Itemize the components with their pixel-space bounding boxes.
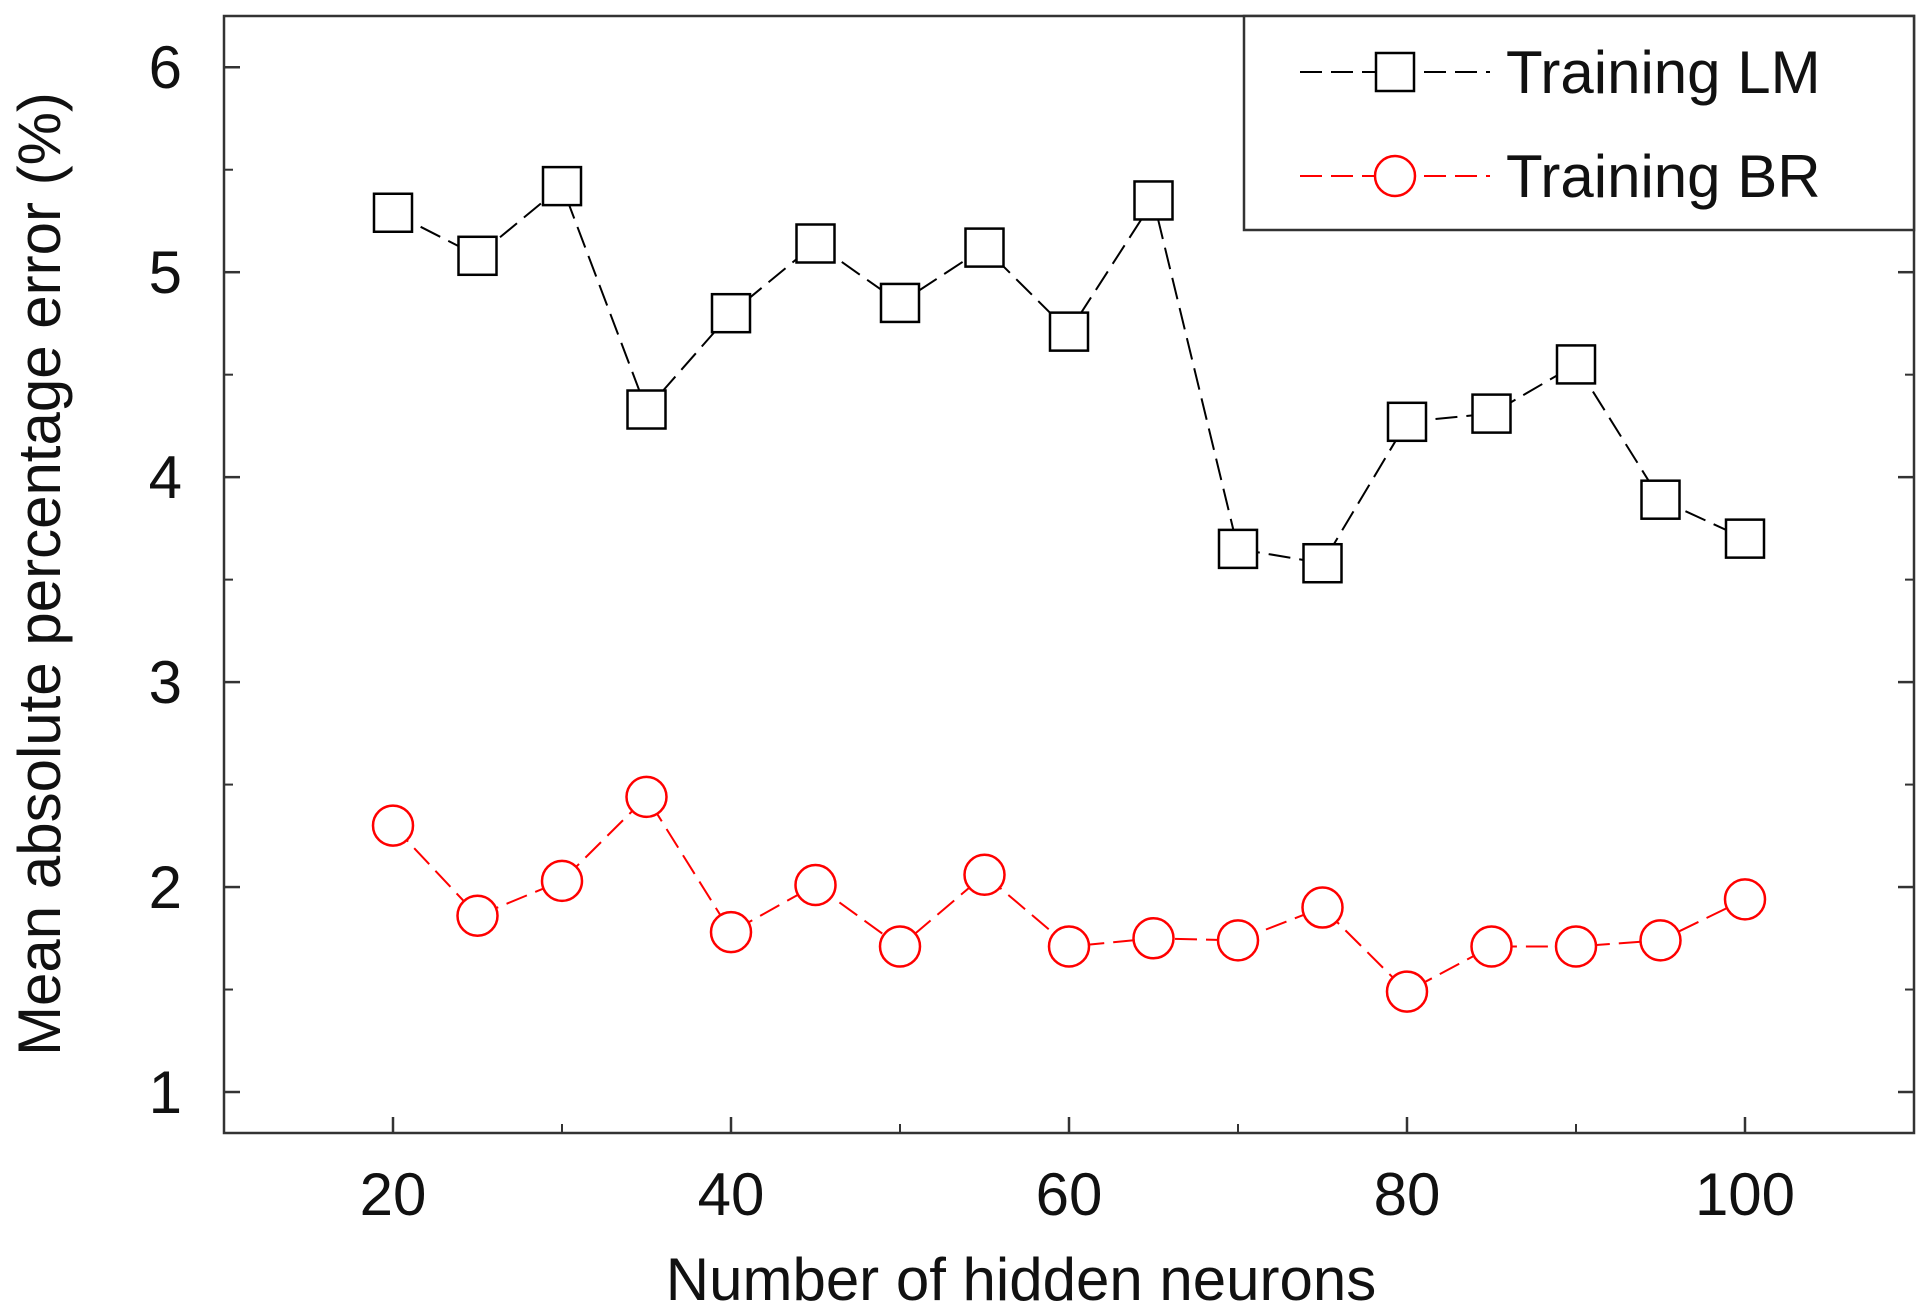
legend-label: Training LM: [1506, 39, 1821, 106]
data-point: [963, 853, 1006, 897]
legend-entry: Training LM: [1300, 39, 1821, 106]
data-point: [625, 775, 668, 819]
data-point: [1555, 344, 1597, 385]
data-point: [1385, 970, 1429, 1013]
y-tick-label: 2: [149, 854, 182, 921]
data-point: [541, 165, 583, 207]
y-tick-label: 4: [149, 444, 182, 511]
y-axis-label: Mean absolute percentage error (%): [6, 92, 73, 1056]
data-point: [964, 227, 1005, 268]
y-tick-label: 3: [149, 649, 182, 716]
data-point: [1133, 180, 1174, 221]
data-point: [709, 910, 753, 954]
legend: Training LM Training BR: [1242, 14, 1916, 232]
data-point: [626, 389, 667, 430]
y-tick-label: 1: [149, 1059, 182, 1126]
data-point: [371, 804, 415, 847]
data-point: [1132, 917, 1175, 960]
series-training-lm: [372, 165, 1766, 584]
y-tick-label: 5: [149, 239, 182, 306]
legend-entry: Training BR: [1300, 143, 1821, 210]
legend-marker: [1373, 154, 1417, 198]
data-point: [1724, 518, 1766, 559]
legend-marker: [1374, 51, 1416, 93]
data-point: [1216, 919, 1260, 962]
series-layer: [371, 165, 1767, 1013]
data-point: [1640, 479, 1681, 520]
data-point: [1639, 919, 1682, 962]
legend-entries: Training LM Training BR: [1300, 39, 1821, 210]
data-point: [710, 292, 752, 334]
x-tick-label: 40: [698, 1161, 765, 1228]
data-point: [878, 925, 922, 968]
x-tick-label: 80: [1374, 1161, 1441, 1228]
data-point: [540, 859, 584, 903]
data-point: [1554, 925, 1598, 968]
axis-ticks: 1 2 3 4 5 6 20 40 60 80 100: [149, 34, 1914, 1228]
x-tick-label: 100: [1695, 1161, 1795, 1228]
data-point: [1301, 886, 1344, 929]
data-point: [794, 863, 837, 907]
data-point: [795, 223, 836, 264]
data-point: [456, 894, 499, 937]
data-point: [457, 235, 498, 277]
x-tick-label: 20: [360, 1161, 427, 1228]
data-point: [1471, 393, 1512, 434]
x-tick-label: 60: [1036, 1161, 1103, 1228]
data-point: [1302, 542, 1343, 584]
series-line: [392, 184, 1746, 565]
data-point: [372, 192, 414, 234]
y-tick-label: 6: [149, 34, 182, 101]
data-point: [1470, 925, 1513, 968]
data-point: [1217, 528, 1259, 570]
data-point: [1047, 925, 1091, 968]
data-point: [1386, 401, 1428, 443]
series-training-br: [371, 775, 1767, 1013]
legend-label: Training BR: [1506, 143, 1821, 210]
legend-box: [1242, 14, 1916, 232]
data-point: [1048, 311, 1090, 352]
x-axis-label: Number of hidden neurons: [666, 1246, 1376, 1311]
data-point: [879, 282, 921, 324]
data-point: [1723, 878, 1767, 921]
